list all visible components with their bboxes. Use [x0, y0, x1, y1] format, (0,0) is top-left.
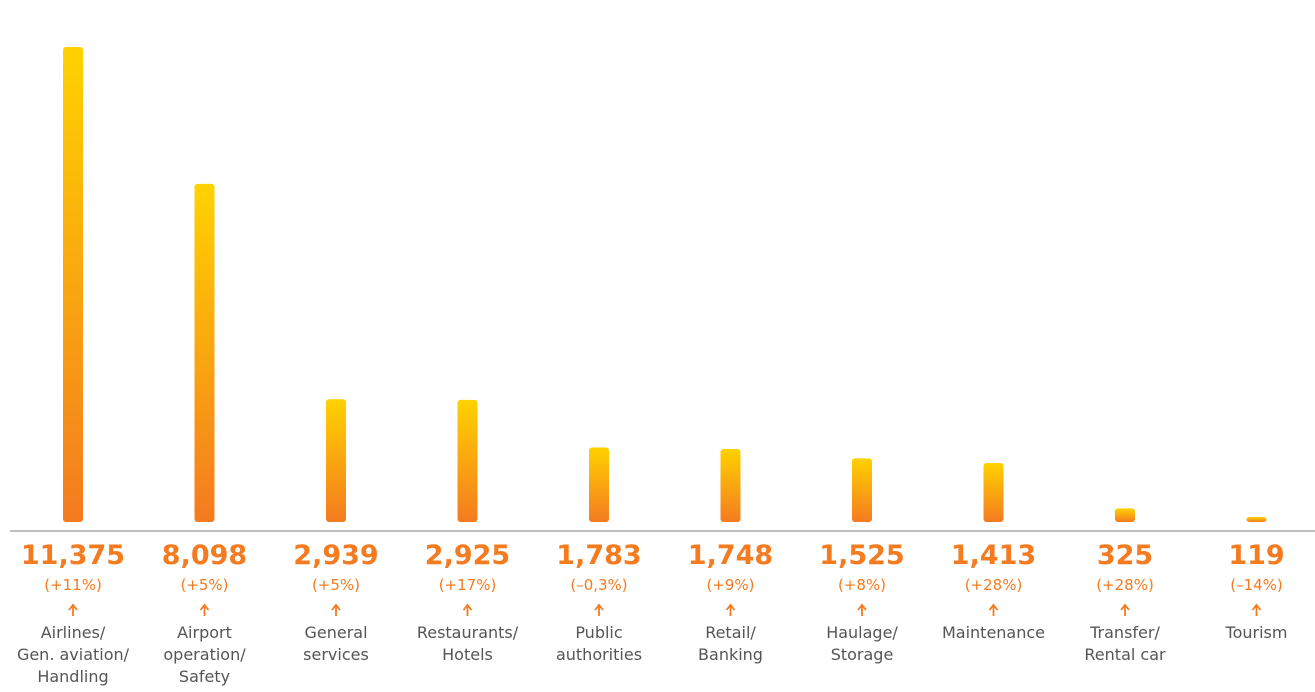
arrow-icon	[725, 603, 736, 616]
bar	[63, 47, 83, 522]
value-label: 119	[1228, 540, 1284, 571]
arrow-icon	[462, 603, 473, 616]
arrow-icon	[594, 603, 604, 616]
bar	[194, 183, 215, 523]
category-label: Maintenance	[941, 623, 1046, 642]
bar	[589, 447, 609, 522]
bar	[983, 462, 1004, 522]
value-label: 325	[1097, 540, 1153, 571]
change-label: (+28%)	[965, 576, 1023, 594]
category-label: Public authorities	[555, 623, 643, 664]
arrow-icon	[68, 603, 78, 616]
value-label: 8,098	[162, 540, 247, 571]
value-label: 1,783	[556, 540, 641, 571]
bar	[1115, 508, 1135, 522]
value-label: 1,413	[951, 540, 1036, 571]
change-label: (+8%)	[838, 576, 886, 594]
change-label: (+17%)	[439, 576, 497, 594]
change-label: (–0,3%)	[570, 576, 627, 594]
change-label: (+11%)	[44, 576, 102, 594]
arrow-icon	[1120, 603, 1130, 616]
arrow-icon	[199, 603, 210, 616]
change-label: (–14%)	[1230, 576, 1283, 594]
bar	[326, 399, 346, 522]
category-label: Retail/ Banking	[698, 623, 763, 664]
value-label: 11,375	[21, 540, 125, 571]
value-label: 1,525	[819, 540, 904, 571]
change-label: (+28%)	[1096, 576, 1154, 594]
arrow-icon	[857, 603, 867, 616]
category-label: Airlines/ Gen. aviation/ Handling	[16, 623, 130, 686]
category-label: Transfer/ Rental car	[1084, 623, 1166, 664]
category-label: Airport operation/ Safety	[163, 623, 246, 686]
change-label: (+9%)	[706, 576, 754, 594]
arrow-icon	[1251, 603, 1262, 616]
bar	[720, 449, 741, 522]
value-label: 2,939	[293, 540, 378, 571]
arrow-icon	[331, 603, 341, 616]
change-label: (+5%)	[312, 576, 360, 594]
bar	[852, 458, 872, 522]
bar	[1246, 517, 1267, 522]
category-label: Tourism	[1225, 623, 1288, 642]
value-label: 2,925	[425, 540, 510, 571]
bar	[457, 399, 478, 522]
category-label: Haulage/ Storage	[826, 623, 898, 664]
arrow-icon	[988, 603, 999, 616]
category-label: General services	[303, 623, 369, 664]
value-label: 1,748	[688, 540, 773, 571]
change-label: (+5%)	[180, 576, 228, 594]
category-label: Restaurants/ Hotels	[416, 623, 519, 664]
